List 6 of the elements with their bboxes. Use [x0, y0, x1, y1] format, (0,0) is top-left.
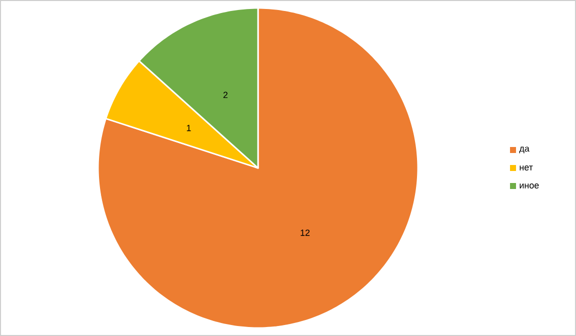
data-label: 12: [300, 230, 310, 236]
legend-label: да: [519, 146, 530, 154]
data-label: 2: [223, 92, 228, 98]
data-label: 1: [186, 124, 191, 132]
legend-label: нет: [520, 166, 533, 170]
legend-label: иное: [520, 184, 539, 188]
